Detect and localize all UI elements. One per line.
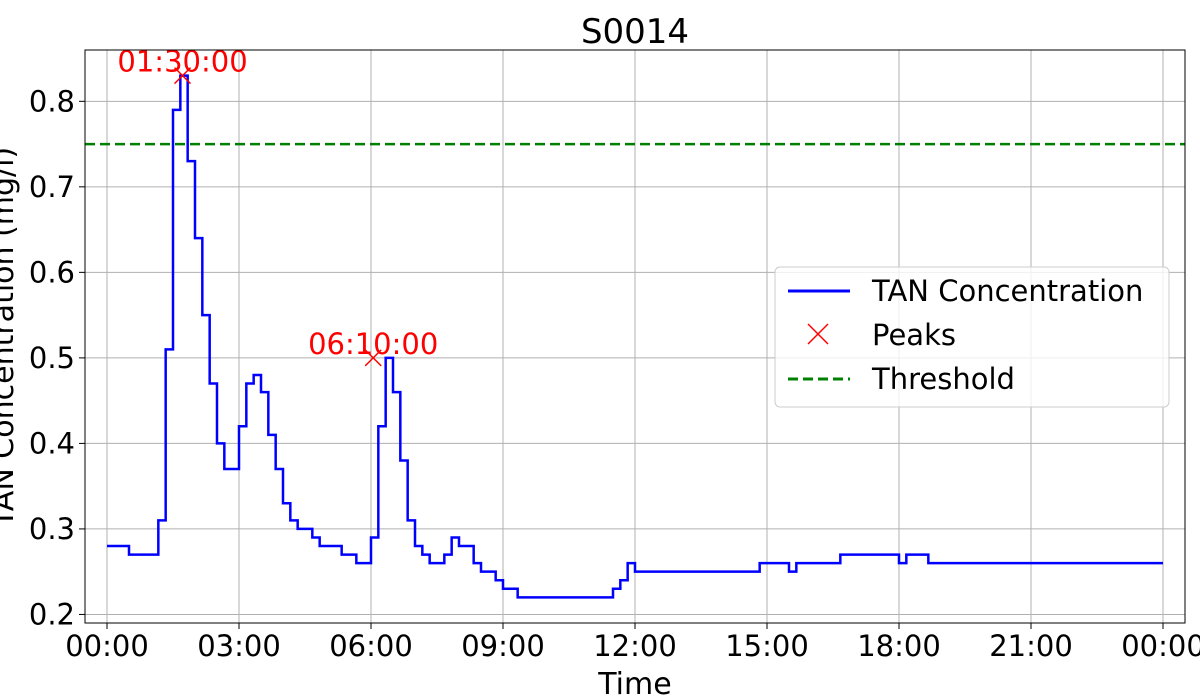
- x-tick-label: 06:00: [329, 629, 413, 663]
- x-tick-label: 21:00: [989, 629, 1073, 663]
- y-tick-label: 0.3: [29, 512, 75, 546]
- x-tick-label: 09:00: [461, 629, 545, 663]
- peak-marker: [174, 67, 192, 85]
- legend-label-threshold: Threshold: [871, 362, 1015, 396]
- x-tick-label: 18:00: [857, 629, 941, 663]
- y-tick-label: 0.7: [29, 170, 75, 204]
- y-axis-label: TAN Concentration (mg/l): [0, 147, 21, 528]
- y-tick-label: 0.4: [29, 426, 75, 460]
- legend-label-peaks: Peaks: [872, 318, 956, 352]
- legend-x-marker: [807, 323, 829, 345]
- x-axis-ticks: 00:00 03:00 06:00 09:00 12:00 15:00 18:00 21:00…: [65, 623, 1200, 663]
- series-group: [107, 74, 1163, 599]
- y-tick-label: 0.8: [29, 84, 75, 118]
- legend-marker-swatch: [807, 323, 829, 345]
- x-tick-label: 15:00: [725, 629, 809, 663]
- legend-box: [774, 266, 1170, 408]
- y-tick-label: 0.6: [29, 255, 75, 289]
- x-tick-label: 12:00: [593, 629, 677, 663]
- x-tick-label: 00:00: [1121, 629, 1200, 663]
- x-tick-label: 00:00: [65, 629, 149, 663]
- peak-marker: [364, 349, 382, 367]
- peak-label: 06:10:00: [308, 327, 438, 361]
- y-tick-label: 0.2: [29, 597, 75, 631]
- y-tick-label: 0.5: [29, 341, 75, 375]
- y-axis-ticks: 0.2 0.3 0.4 0.5 0.6 0.7 0.8: [29, 84, 85, 631]
- tan-concentration-line: [107, 74, 1163, 599]
- legend-label-tan: TAN Concentration: [871, 274, 1143, 308]
- chart-title: S0014: [581, 12, 689, 52]
- x-tick-label: 03:00: [197, 629, 281, 663]
- x-axis-label: Time: [597, 667, 671, 700]
- legend: TAN Concentration Peaks Threshold: [774, 266, 1170, 408]
